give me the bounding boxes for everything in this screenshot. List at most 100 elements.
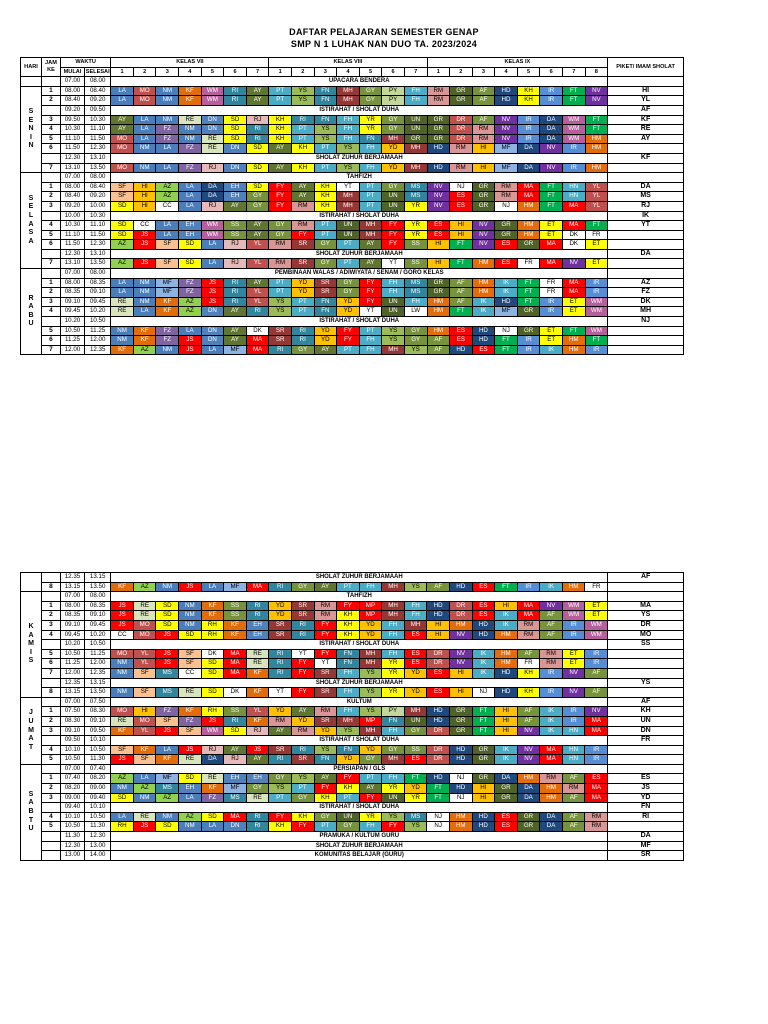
- subject-cell: KF: [155, 296, 180, 308]
- subject-cell: SD: [110, 200, 134, 212]
- subject-cell: KF: [178, 95, 202, 106]
- subject-cell: LA: [178, 792, 202, 804]
- end-time: 11.50: [84, 229, 112, 241]
- subject-cell: IK: [494, 277, 518, 289]
- jam-number: [41, 696, 61, 708]
- jam-number: [41, 210, 61, 222]
- subject-cell: RI: [223, 296, 247, 308]
- subject-cell: GR: [471, 744, 496, 756]
- start-time: 09.45: [59, 306, 86, 318]
- subject-cell: HI: [426, 619, 450, 631]
- subject-cell: RM: [471, 124, 496, 135]
- end-time: 11.30: [84, 754, 112, 765]
- subject-cell: ES: [403, 648, 428, 660]
- subject-cell: RI: [290, 325, 315, 337]
- piket-code: JS: [607, 783, 684, 794]
- class-col-header: 7: [403, 66, 428, 78]
- subject-cell: LA: [178, 181, 202, 193]
- subject-cell: GY: [290, 792, 315, 804]
- subject-cell: AY: [223, 200, 247, 212]
- subject-cell: AY: [245, 754, 270, 765]
- subject-cell: FH: [381, 277, 405, 289]
- piket-code: YT: [607, 220, 684, 231]
- piket-code: NJ: [607, 316, 684, 327]
- subject-cell: JS: [200, 715, 225, 727]
- subject-cell: FT: [516, 296, 541, 308]
- subject-cell: NV: [448, 629, 473, 641]
- piket-code: SS: [607, 639, 684, 650]
- end-time: 08.00: [84, 172, 112, 183]
- subject-cell: AF: [561, 821, 586, 833]
- jam-number: [41, 735, 61, 746]
- subject-cell: JS: [178, 344, 202, 356]
- class-col-header: 5: [358, 66, 383, 78]
- subject-cell: CC: [110, 629, 134, 641]
- subject-cell: FZ: [178, 143, 202, 154]
- subject-cell: HM: [494, 648, 518, 660]
- subject-cell: FY: [381, 239, 405, 250]
- table-row: 6 11.25 12.00 NM KF FZ JS DN AY MA SR RI YD FY FH YS GY A…: [21, 335, 684, 346]
- subject-cell: ES: [471, 600, 496, 612]
- table-row: 10.20 10.50 ISTIRAHAT / SHOLAT DUHA NJ: [21, 316, 684, 327]
- subject-cell: NM: [178, 610, 202, 621]
- subject-cell: DN: [200, 114, 225, 126]
- subject-cell: YS: [290, 85, 315, 97]
- subject-cell: MS: [403, 277, 428, 289]
- subject-cell: RM: [290, 220, 315, 231]
- subject-cell: HM: [561, 581, 586, 593]
- subject-cell: MH: [358, 648, 383, 660]
- subject-cell: HD: [426, 600, 450, 612]
- subject-cell: PT: [313, 220, 338, 231]
- subject-cell: KH: [336, 629, 360, 641]
- schedule-table-2: 12.35 13.15 SHOLAT ZUHUR BERJAMAAH AF 8 13.15…: [20, 571, 684, 861]
- subject-cell: SR: [313, 667, 338, 679]
- subject-cell: YS: [313, 133, 338, 145]
- subject-cell: SR: [313, 687, 338, 698]
- subject-cell: DK: [223, 687, 247, 698]
- piket-code: [607, 258, 684, 270]
- subject-cell: FY: [381, 220, 405, 231]
- subject-cell: IK: [494, 610, 518, 621]
- subject-cell: LA: [132, 114, 157, 126]
- subject-cell: AF: [584, 667, 609, 679]
- subject-cell: NV: [494, 114, 518, 126]
- subject-cell: RH: [200, 619, 225, 631]
- day-label: RABURABU: [20, 268, 42, 356]
- table-row: 2 08.35 09.10 JS RE SD NM KF SS RI YD SR RM KH MP MH FH H…: [21, 610, 684, 621]
- piket-code: MS: [607, 191, 684, 202]
- subject-cell: LW: [403, 306, 428, 318]
- piket-code: FN: [607, 802, 684, 813]
- subject-cell: FT: [561, 325, 586, 337]
- subject-cell: DA: [539, 114, 563, 126]
- piket-code: DA: [607, 248, 684, 260]
- subject-cell: KH: [268, 114, 292, 126]
- table-row: 12.30 13.00 SHOLAT ZUHUR BERJAMAAH MF: [21, 840, 684, 852]
- subject-cell: PT: [268, 287, 292, 298]
- table-row: 2 08.30 09.10 RE MO SF FZ JS RI KF RM YD SR MH MP FN UN H…: [21, 715, 684, 727]
- subject-cell: PY: [381, 706, 405, 717]
- subject-cell: IR: [561, 162, 586, 174]
- table-row: 11.30 12.30 PRAMUKA / KULTUM GURU DA: [21, 831, 684, 842]
- subject-cell: FT: [449, 258, 473, 270]
- subject-cell: RM: [561, 783, 586, 794]
- jam-number: 5: [41, 754, 61, 765]
- start-time: 13.15: [59, 581, 86, 593]
- subject-cell: NM: [132, 296, 157, 308]
- subject-cell: KF: [223, 619, 247, 631]
- subject-cell: DN: [200, 306, 225, 318]
- subject-cell: SD: [223, 133, 247, 145]
- piket-code: YL: [607, 95, 684, 106]
- start-time: 07.00: [59, 763, 86, 775]
- subject-cell: RE: [245, 658, 270, 669]
- subject-cell: MA: [561, 287, 586, 298]
- subject-cell: NV: [516, 754, 541, 765]
- table-row: 12.30 13.10 SHOLAT ZUHUR BERJAMAAH DA: [21, 248, 684, 260]
- subject-cell: MS: [155, 667, 180, 679]
- table-row: 5 10.50 11.30 RH JS SD NM LA DN RI KH FY PT GY FH FY YS N…: [21, 821, 684, 833]
- subject-cell: FR: [516, 658, 541, 669]
- subject-cell: FT: [403, 773, 428, 785]
- class-col-header: 7: [245, 66, 270, 78]
- start-time: 12.30: [59, 152, 86, 164]
- subject-cell: SD: [178, 629, 202, 641]
